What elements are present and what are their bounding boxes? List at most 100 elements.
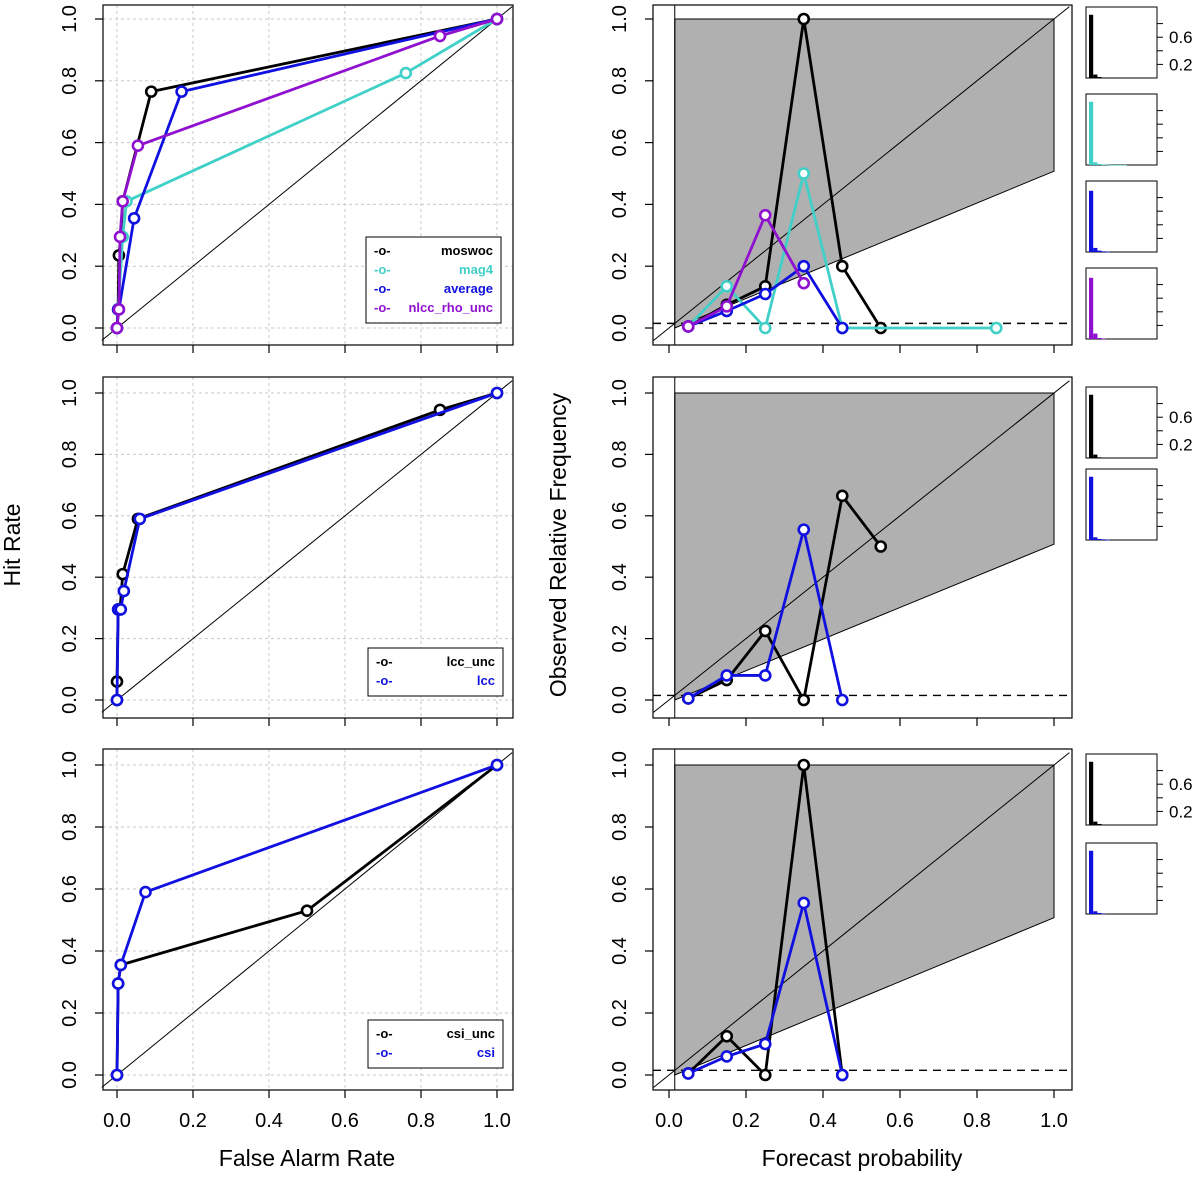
roc-panel-3-legend-label: csi_unc <box>447 1026 495 1041</box>
reliability-panel-2-histogram-1: 0.60.2 <box>1085 386 1193 459</box>
reliability-panel-2-series-lcc-unc-line <box>687 494 882 702</box>
reliability-panel-1-histogram-3 <box>1085 180 1163 253</box>
reliability-panel-1-histogram-2-bar <box>1110 164 1115 166</box>
roc-panel-1-legend-marker: -o- <box>374 243 391 258</box>
roc-panel-3-series-csi-point <box>490 758 504 772</box>
reliability-panel-1-series-mag4-point <box>797 167 811 180</box>
reliability-panel-3-y-tick-label: 0.0 <box>609 1061 631 1089</box>
reliability-panel-3-histogram-2-frame <box>1085 842 1158 915</box>
hit-rate-axis-title: Hit Rate <box>0 503 25 586</box>
reliability-panel-1-series-mag4-point <box>720 279 734 293</box>
reliability-panel-1-histogram-3-bar <box>1089 190 1094 252</box>
reliability-panel-1-histogram-3-bar <box>1093 247 1098 252</box>
reliability-panel-3-series-csi-unc-point <box>758 1068 772 1082</box>
reliability-panel-1-frame <box>652 4 1073 346</box>
roc-panel-1-y-tick-label: 1.0 <box>59 5 81 33</box>
reliability-panel-2-frame <box>652 376 1073 719</box>
roc-panel-2-legend-marker: -o- <box>376 654 393 669</box>
roc-panel-1-legend-label: mag4 <box>459 262 494 277</box>
roc-panel-3-legend-marker: -o- <box>376 1026 393 1041</box>
roc-panel-2-series-lcc-point <box>133 512 147 526</box>
reliability-panel-3-series-csi-unc-point <box>720 1029 734 1043</box>
roc-panel-2-y-tick-label: 0.0 <box>59 686 81 714</box>
reliability-panel-1-histogram-2-bar <box>1122 164 1127 166</box>
forecast-probability-axis-title: Forecast probability <box>762 1145 963 1171</box>
roc-panel-3-legend-marker: -o- <box>376 1045 393 1060</box>
roc-panel-1-legend-label: moswoc <box>441 243 493 258</box>
roc-panel-3-series-csi-point <box>114 958 128 972</box>
reliability-panel-2: 0.00.20.40.60.81.00.60.2 <box>609 376 1193 726</box>
reliability-panel-1-y-tick-label: 0.4 <box>609 190 631 218</box>
reliability-panel-3-y-tick-label: 0.8 <box>609 813 631 841</box>
reliability-panel-1-y-tick-label: 0.2 <box>609 252 631 280</box>
roc-panel-2-legend-label: lcc <box>477 673 495 688</box>
reliability-panel-2-y-tick-label: 0.6 <box>609 502 631 530</box>
reliability-panel-3-x-tick-label: 0.6 <box>886 1110 914 1132</box>
roc-panel-1-legend-box <box>365 236 502 324</box>
reliability-panel-3-x-tick-label: 1.0 <box>1040 1110 1068 1132</box>
roc-panel-1-y-tick-label: 0.8 <box>59 67 81 95</box>
reliability-panel-2-y-tick-label: 0.8 <box>609 440 631 468</box>
roc-panel-3-x-tick-label: 0.8 <box>407 1110 435 1132</box>
roc-panel-2-y-tick-label: 0.6 <box>59 502 81 530</box>
reliability-panel-1-histogram-1-tick-label: 0.2 <box>1169 55 1193 74</box>
reliability-panel-3-x-tick-label: 0.4 <box>809 1110 837 1132</box>
reliability-panel-1-y-tick-label: 0.0 <box>609 314 631 342</box>
roc-panel-3-y-tick-label: 0.0 <box>59 1061 81 1089</box>
reliability-panel-1-series-mag4-point <box>989 321 1003 335</box>
reliability-panel-1-series-nlcc-rho-unc-line <box>687 213 805 328</box>
reliability-panel-1-histogram-4-frame <box>1085 267 1158 340</box>
reliability-panel-1-series-nlcc-rho-unc-point <box>797 276 811 290</box>
roc-panel-1-y-tick-label: 0.2 <box>59 252 81 280</box>
roc-panel-2-legend: -o-lcc_unc -o-lcc <box>367 647 504 697</box>
roc-panel-1-legend-marker: -o- <box>374 281 391 296</box>
roc-panel-1-legend-marker: -o- <box>374 262 391 277</box>
false-alarm-rate-axis-title: False Alarm Rate <box>219 1145 395 1171</box>
reliability-panel-1-series-average-point <box>835 321 849 335</box>
roc-panel-1-frame <box>102 4 514 346</box>
roc-panel-2-series-lcc-line <box>115 391 498 701</box>
reliability-panel-3-series-csi-point <box>797 896 811 910</box>
reliability-panel-3-series-csi-point <box>835 1068 849 1082</box>
roc-panel-3-legend: -o-csi_unc -o-csi <box>367 1019 504 1069</box>
reliability-panel-2-y-tick-label: 0.0 <box>609 686 631 714</box>
reliability-panel-3-y-tick-label: 0.6 <box>609 875 631 903</box>
reliability-panel-3-y-tick-label: 1.0 <box>609 751 631 779</box>
reliability-panel-1-series-moswoc-point <box>835 259 849 273</box>
roc-panel-1-legend-label: average <box>444 281 493 296</box>
reliability-panel-1-histogram-4 <box>1085 267 1163 340</box>
reliability-panel-1-y-tick-label: 0.8 <box>609 67 631 95</box>
roc-panel-1: 0.0 0.2 0.4 0.6 0.8 1.0 -o-moswoc -o-mag4 -o-ave… <box>59 4 514 353</box>
roc-panel-2-frame <box>102 376 514 719</box>
reliability-panel-1-histogram-2-bar <box>1097 163 1102 165</box>
reliability-panel-1-histogram-3-bar <box>1105 251 1110 253</box>
roc-panel-3-series-csi-point <box>111 977 125 990</box>
roc-panel-1-y-tick-label: 0.0 <box>59 314 81 342</box>
roc-panel-1-series-mag4-point <box>399 66 413 80</box>
reliability-panel-2-y-tick-label: 0.2 <box>609 625 631 653</box>
reliability-panel-1-histogram-1-bar <box>1097 76 1102 78</box>
roc-panel-3-x-tick-label: 0.4 <box>255 1110 283 1132</box>
reliability-panel-1-histogram-1: 0.60.2 <box>1085 6 1193 79</box>
reliability-panel-1-series-nlcc-rho-unc-point <box>720 300 734 313</box>
roc-panel-2-y-tick-label: 0.4 <box>59 563 81 591</box>
reliability-panel-1-histogram-2-frame <box>1085 93 1158 166</box>
reliability-panel-1-histogram-1-bar <box>1093 74 1098 78</box>
roc-panel-3-y-tick-label: 0.8 <box>59 813 81 841</box>
reliability-panel-1-histogram-4-bar <box>1097 337 1102 339</box>
roc-panel-1-series-average-point <box>127 212 141 225</box>
roc-panel-3-y-tick-label: 0.4 <box>59 937 81 965</box>
reliability-panel-1-histogram-1-bar <box>1105 77 1110 79</box>
reliability-panel-1-histogram-1-bar <box>1101 77 1106 79</box>
roc-panel-1-diagonal <box>101 6 513 341</box>
reliability-panel-3-histogram-1-tick-label: 0.2 <box>1169 802 1193 821</box>
roc-panel-1-series-nlcc-rho-unc-point <box>131 139 145 152</box>
reliability-panel-2-histogram-2-bar <box>1101 539 1106 540</box>
reliability-panel-1-histogram-4-bar <box>1093 333 1098 339</box>
roc-panel-2-series-lcc-point <box>110 693 124 707</box>
reliability-panel-2-histogram-1-tick-label: 0.2 <box>1169 435 1193 454</box>
roc-panel-2-series-lcc-point <box>114 603 128 616</box>
reliability-panel-2-y-tick-label: 0.4 <box>609 563 631 591</box>
roc-panel-3-series-csi-unc-point <box>300 904 314 918</box>
reliability-panel-1-histogram-3-frame <box>1085 180 1158 253</box>
